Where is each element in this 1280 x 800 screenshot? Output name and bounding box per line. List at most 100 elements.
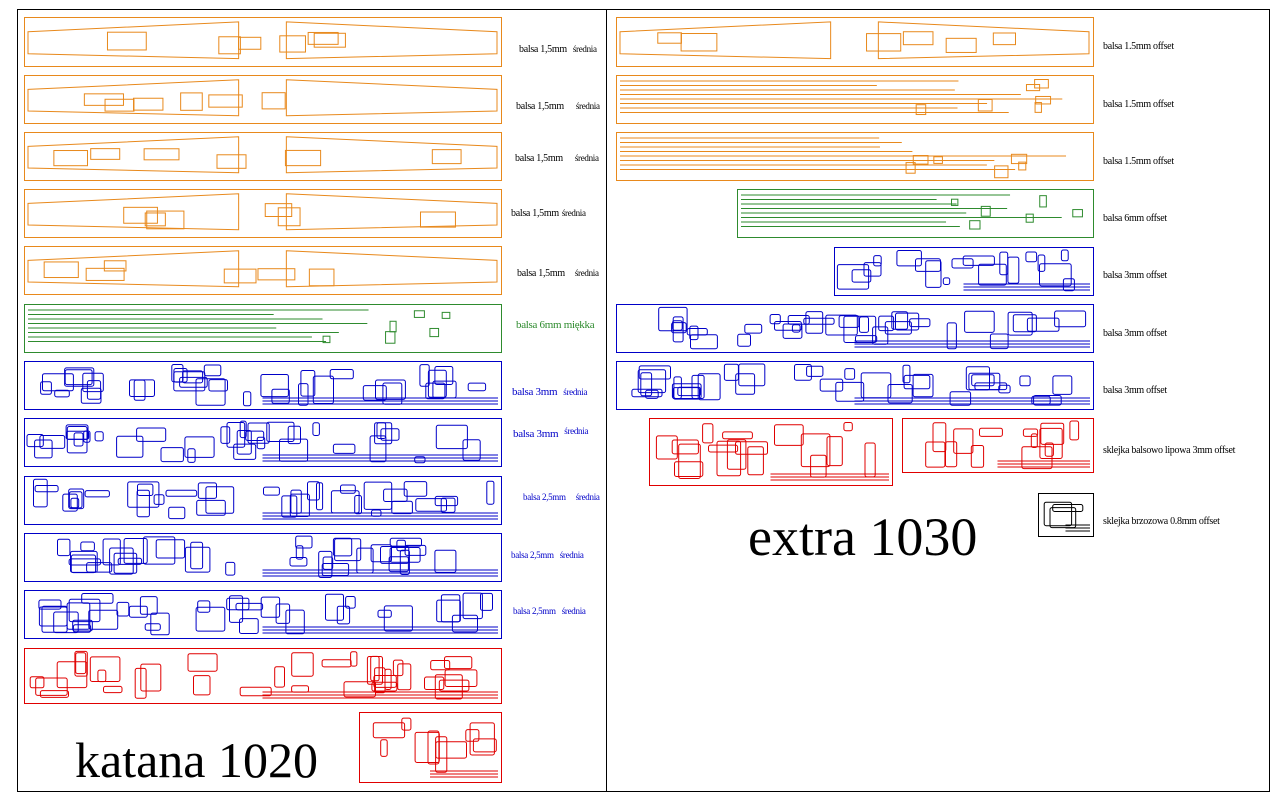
part-outline	[1035, 95, 1052, 105]
part-outline	[912, 373, 934, 398]
katana-sheet-7	[24, 361, 502, 410]
part-outline	[971, 374, 995, 387]
part-outline	[838, 315, 860, 328]
part-outline	[143, 148, 180, 161]
part-outline	[946, 322, 957, 350]
part-outline	[637, 369, 667, 394]
part-outline	[73, 432, 84, 447]
part-outline	[434, 495, 459, 507]
part-outline	[142, 536, 176, 565]
part-outline	[313, 32, 346, 48]
part-outline	[375, 379, 406, 400]
part-outline	[70, 554, 97, 574]
part-outline	[136, 489, 150, 518]
part-outline	[414, 731, 440, 764]
part-outline	[380, 546, 410, 564]
part-outline	[391, 500, 413, 515]
part-outline	[362, 385, 387, 401]
katana-title: katana 1020	[75, 732, 318, 788]
part-outline	[256, 436, 266, 450]
part-outline	[68, 488, 85, 510]
part-outline	[236, 430, 252, 455]
part-outline	[855, 335, 878, 343]
part-outline	[969, 220, 981, 230]
material-text: balsa 1,5mm	[511, 208, 559, 219]
part-outline	[72, 619, 93, 632]
katana-sheet-10	[24, 533, 502, 582]
part-outline	[903, 374, 931, 390]
quality-text: średnia	[575, 492, 600, 502]
part-outline	[657, 32, 682, 44]
part-outline	[787, 315, 810, 325]
part-outline	[864, 442, 876, 478]
part-outline	[68, 558, 102, 566]
part-outline	[389, 320, 397, 333]
part-outline	[235, 602, 264, 611]
part-outline	[193, 675, 211, 696]
part-outline	[66, 430, 90, 440]
part-outline	[435, 424, 468, 450]
part-outline	[859, 316, 869, 333]
extra-sheet-2	[616, 75, 1094, 124]
part-outline	[153, 494, 165, 505]
part-outline	[945, 441, 958, 468]
part-outline	[66, 426, 88, 454]
part-outline	[691, 374, 705, 399]
part-outline	[208, 94, 243, 108]
part-outline	[968, 372, 1001, 391]
katana-label-2: balsa 1,5mm średnia	[516, 101, 600, 112]
part-outline	[88, 609, 119, 630]
part-outline	[672, 316, 684, 343]
part-outline	[289, 557, 308, 567]
katana-sheet-3	[24, 132, 502, 181]
part-outline	[312, 375, 334, 405]
part-outline	[424, 676, 445, 690]
katana-sheet-6	[24, 304, 502, 353]
part-outline	[735, 441, 768, 455]
part-outline	[655, 435, 678, 460]
part-outline	[805, 311, 824, 334]
part-outline	[1025, 251, 1038, 263]
part-outline	[287, 425, 302, 445]
part-outline	[308, 268, 335, 287]
extra-label-1: balsa 1.5mm offset	[1103, 41, 1174, 52]
part-outline	[72, 624, 92, 633]
part-outline	[671, 383, 702, 400]
part-outline	[285, 21, 498, 60]
part-outline	[979, 427, 1003, 437]
part-outline	[1012, 314, 1037, 333]
extra-sheet-1	[616, 17, 1094, 67]
part-outline	[1039, 263, 1072, 287]
material-text: balsa 3mm	[513, 428, 559, 440]
katana-sheet-4	[24, 189, 502, 238]
part-outline	[964, 310, 995, 333]
part-outline	[1007, 256, 1020, 284]
part-outline	[950, 198, 959, 206]
part-outline	[878, 315, 895, 332]
part-outline	[702, 423, 714, 444]
part-outline	[438, 679, 470, 692]
part-outline	[65, 424, 89, 440]
part-outline	[429, 327, 440, 338]
extra-label-8: sklejka balsowo lipowa 3mm offset	[1103, 445, 1236, 456]
extra-sheet-9	[902, 418, 1094, 473]
extra-label-2: balsa 1.5mm offset	[1103, 99, 1174, 110]
part-outline	[298, 383, 309, 406]
part-outline	[343, 681, 376, 698]
part-outline	[708, 444, 739, 453]
part-outline	[933, 156, 943, 164]
part-outline	[419, 211, 456, 228]
part-outline	[123, 538, 148, 564]
part-outline	[285, 193, 498, 231]
part-outline	[275, 603, 291, 624]
part-outline	[43, 261, 79, 279]
katana-label-1: balsa 1,5mm średnia	[519, 44, 597, 55]
part-outline	[80, 541, 95, 552]
part-outline	[1039, 427, 1063, 459]
katana-sheet-5	[24, 246, 502, 295]
part-outline	[285, 609, 305, 635]
quality-text: średnia	[561, 208, 586, 218]
part-outline	[884, 321, 912, 335]
part-outline	[42, 373, 74, 392]
part-outline	[835, 381, 865, 402]
